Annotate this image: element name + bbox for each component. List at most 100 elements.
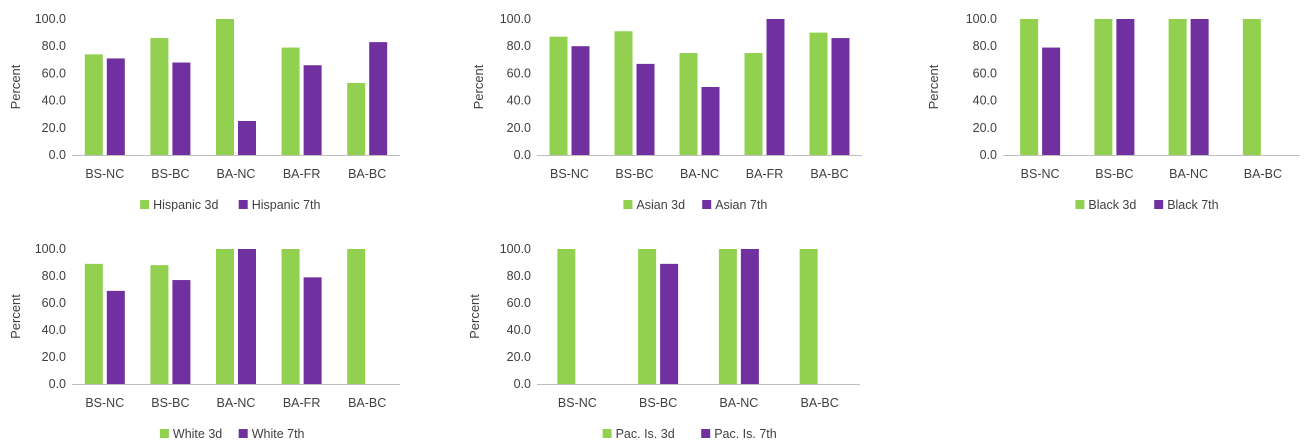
y-tick-label: 40.0 <box>42 323 66 337</box>
y-axis-title: Percent <box>467 294 482 339</box>
y-tick-label: 40.0 <box>507 323 531 337</box>
y-tick-label: 60.0 <box>973 66 997 80</box>
bar-7th <box>238 121 256 155</box>
bar-3d <box>799 249 818 384</box>
chart-panel-1: 0.0 20.0 40.0 60.0 80.0 100.0 Percent BS-NC BS-B… <box>8 12 400 212</box>
y-axis-title: Percent <box>8 64 23 109</box>
legend-swatch <box>238 200 248 209</box>
x-category-label: BS-NC <box>550 167 589 181</box>
legend-label: Black 3d <box>1088 198 1136 212</box>
bar-7th <box>571 46 590 156</box>
bar-7th <box>1042 47 1061 156</box>
y-tick-label: 0.0 <box>980 148 997 162</box>
legend-swatch <box>238 429 248 438</box>
legend-swatch <box>602 429 612 438</box>
bar-7th <box>1190 19 1209 155</box>
legend-label: White 7th <box>252 427 305 441</box>
bar-3d <box>1094 19 1113 155</box>
y-tick-label: 20.0 <box>973 121 997 135</box>
y-tick-label: 0.0 <box>514 377 531 391</box>
legend-swatch <box>159 429 169 438</box>
x-category-label: BS-BC <box>151 167 189 181</box>
bar-3d <box>347 82 366 155</box>
chart-panel-3: 0.0 20.0 40.0 60.0 80.0 100.0 Percent BS-NC BS-B… <box>926 12 1300 212</box>
y-tick-label: 0.0 <box>49 148 66 162</box>
legend-swatch <box>702 200 712 209</box>
bar-3d <box>744 53 763 155</box>
x-category-label: BA-NC <box>719 396 758 410</box>
bar-7th <box>172 62 191 155</box>
x-category-label: BS-NC <box>558 396 597 410</box>
legend-label: Pac. Is. 7th <box>714 427 777 441</box>
x-category-label: BS-BC <box>615 167 653 181</box>
bar-7th <box>369 42 388 156</box>
y-tick-label: 100.0 <box>35 242 66 256</box>
y-tick-label: 100.0 <box>966 12 997 26</box>
bar-3d <box>84 54 103 155</box>
bar-3d <box>679 53 698 155</box>
legend-swatch <box>1075 200 1085 209</box>
x-category-label: BA-NC <box>217 396 256 410</box>
bar-3d <box>150 38 169 155</box>
chart-panel-5: 0.0 20.0 40.0 60.0 80.0 100.0 Percent BS-NC BS-B… <box>467 242 860 441</box>
bar-7th <box>303 65 322 155</box>
y-tick-label: 80.0 <box>973 39 997 53</box>
x-category-label: BS-BC <box>151 396 189 410</box>
bar-3d <box>216 19 234 155</box>
bar-3d <box>150 265 169 384</box>
y-tick-label: 20.0 <box>42 121 66 135</box>
bar-7th <box>238 249 256 384</box>
x-category-label: BS-BC <box>1095 167 1133 181</box>
x-category-label: BA-BC <box>348 167 386 181</box>
legend-label: Asian 7th <box>715 198 767 212</box>
x-category-label: BA-NC <box>217 167 256 181</box>
bar-7th <box>660 263 679 384</box>
y-tick-label: 80.0 <box>42 39 66 53</box>
x-category-label: BA-NC <box>680 167 719 181</box>
y-tick-label: 60.0 <box>507 66 531 80</box>
bar-7th <box>701 87 720 155</box>
y-tick-label: 40.0 <box>507 94 531 108</box>
bar-7th <box>303 277 322 384</box>
bar-3d <box>1020 19 1039 155</box>
y-tick-label: 20.0 <box>507 350 531 364</box>
bar-3d <box>84 263 103 384</box>
x-category-label: BA-BC <box>810 167 848 181</box>
y-tick-label: 20.0 <box>42 350 66 364</box>
legend-swatch <box>1154 200 1164 209</box>
bar-3d <box>347 249 366 384</box>
y-tick-label: 100.0 <box>500 12 531 26</box>
y-tick-label: 80.0 <box>507 39 531 53</box>
x-category-label: BA-FR <box>283 396 321 410</box>
legend-swatch <box>623 200 633 209</box>
y-tick-label: 20.0 <box>507 121 531 135</box>
y-tick-label: 40.0 <box>42 94 66 108</box>
y-axis-title: Percent <box>471 64 486 109</box>
x-category-label: BS-NC <box>85 167 124 181</box>
bar-7th <box>766 19 785 155</box>
x-category-label: BA-BC <box>1244 167 1282 181</box>
y-axis-title: Percent <box>8 294 23 339</box>
x-category-label: BA-FR <box>746 167 784 181</box>
x-category-label: BS-NC <box>85 396 124 410</box>
chart-panel-4: 0.0 20.0 40.0 60.0 80.0 100.0 Percent BS-NC BS-B… <box>8 242 400 441</box>
bar-7th <box>831 38 850 155</box>
x-category-label: BA-BC <box>348 396 386 410</box>
chart-panel-2: 0.0 20.0 40.0 60.0 80.0 100.0 Percent BS-NC BS-B… <box>471 12 862 212</box>
bar-7th <box>172 280 191 384</box>
y-tick-label: 80.0 <box>42 269 66 283</box>
legend-swatch <box>140 200 150 209</box>
legend-label: Hispanic 3d <box>153 198 218 212</box>
x-category-label: BS-BC <box>639 396 677 410</box>
legend-label: Pac. Is. 3d <box>616 427 675 441</box>
bar-3d <box>614 31 633 156</box>
x-category-label: BA-FR <box>283 167 321 181</box>
bar-3d <box>718 249 737 384</box>
bar-7th <box>106 290 125 384</box>
y-tick-label: 40.0 <box>973 94 997 108</box>
bar-7th <box>1116 19 1135 155</box>
legend-label: Hispanic 7th <box>252 198 321 212</box>
y-tick-label: 60.0 <box>42 66 66 80</box>
bar-3d <box>216 249 234 384</box>
